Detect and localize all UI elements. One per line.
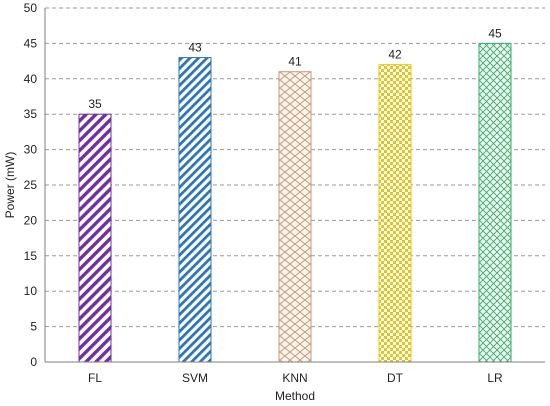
bar-svm (178, 57, 212, 363)
x-tick-labels: FL SVM KNN DT LR (88, 371, 503, 385)
y-tick-label: 35 (24, 107, 38, 121)
y-axis-title: Power (mW) (3, 152, 17, 219)
x-tick-label-lr: LR (487, 371, 503, 385)
y-tick-label: 30 (24, 143, 38, 157)
bar-lr (478, 42, 512, 363)
y-tick-label: 15 (24, 249, 38, 263)
y-tick-label: 5 (30, 320, 37, 334)
x-tick-label-dt: DT (387, 371, 404, 385)
bars-group (78, 42, 512, 363)
data-label-knn: 41 (288, 55, 302, 69)
x-axis-title: Method (275, 389, 315, 403)
data-label-fl: 35 (88, 97, 102, 111)
y-tick-label: 25 (24, 178, 38, 192)
y-tick-labels: 0 5 10 15 20 25 30 35 40 45 50 (24, 1, 38, 369)
x-tick-label-fl: FL (88, 371, 102, 385)
x-tick-label-knn: KNN (282, 371, 307, 385)
axes (44, 8, 545, 363)
data-label-lr: 45 (488, 26, 502, 40)
data-labels: 35 43 41 42 45 (88, 26, 502, 111)
y-tick-label: 10 (24, 284, 38, 298)
y-tick-label: 40 (24, 72, 38, 86)
x-tick-label-svm: SVM (182, 371, 208, 385)
y-tick-label: 50 (24, 1, 38, 15)
gridlines (45, 7, 545, 328)
bar-fl (78, 113, 112, 363)
bar-dt (378, 64, 412, 363)
y-tick-label: 45 (24, 36, 38, 50)
bar-knn (278, 71, 312, 363)
y-tick-label: 0 (30, 355, 37, 369)
data-label-svm: 43 (188, 41, 202, 55)
y-tick-label: 20 (24, 213, 38, 227)
data-label-dt: 42 (388, 48, 402, 62)
